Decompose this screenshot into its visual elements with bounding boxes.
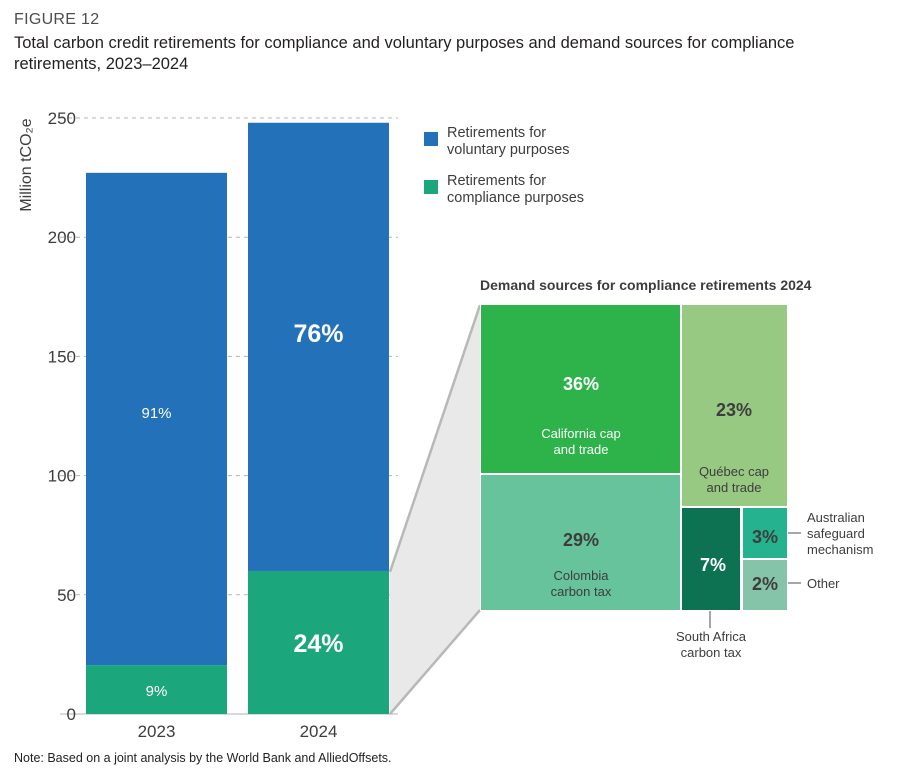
legend-label: Retirements for voluntary purposes bbox=[447, 125, 570, 158]
treemap-cell bbox=[743, 560, 787, 610]
y-tick-label: 0 bbox=[67, 705, 76, 724]
y-tick-label: 250 bbox=[48, 109, 76, 128]
bar-data-label: 91% bbox=[141, 405, 171, 422]
bar-data-label: 76% bbox=[293, 320, 343, 348]
zoom-connector bbox=[388, 304, 482, 715]
callout-label: South Africa carbon tax bbox=[676, 629, 747, 660]
bar-segment bbox=[86, 172, 227, 666]
legend-swatch bbox=[424, 132, 438, 146]
x-axis: 2023 2024 bbox=[138, 722, 338, 741]
legend: Retirements for voluntary purposes Retirem… bbox=[424, 125, 584, 206]
legend-label: Retirements for compliance purposes bbox=[447, 173, 584, 206]
treemap-pct-label: 3% bbox=[752, 527, 778, 547]
treemap-name-label: Québec cap and trade bbox=[699, 464, 769, 495]
y-tick-label: 50 bbox=[57, 586, 76, 605]
callout-label: Other bbox=[807, 576, 840, 591]
y-tick-label: 150 bbox=[48, 347, 76, 366]
treemap-cell bbox=[743, 508, 787, 558]
treemap-pct-label: 7% bbox=[700, 555, 726, 575]
treemap-pct-label: 23% bbox=[716, 400, 752, 420]
bar-segment bbox=[248, 122, 389, 571]
treemap-title: Demand sources for compliance retirement… bbox=[480, 277, 812, 293]
treemap-pct-label: 2% bbox=[752, 574, 778, 594]
treemap-cell bbox=[481, 475, 680, 610]
y-axis-label: Million tCO₂e bbox=[18, 118, 35, 211]
treemap-name-label: California cap and trade bbox=[541, 426, 621, 457]
treemap-cell bbox=[682, 508, 740, 610]
zoom-connector-line bbox=[388, 304, 482, 573]
stacked-bars: 9% 91% 24% 76% bbox=[86, 122, 389, 714]
treemap-cell bbox=[481, 305, 680, 473]
zoom-connector-line bbox=[389, 609, 481, 715]
y-tick-label: 200 bbox=[48, 228, 76, 247]
y-tick-label: 100 bbox=[48, 467, 76, 486]
treemap: Demand sources for compliance retirement… bbox=[480, 277, 873, 660]
figure-title: Total carbon credit retirements for comp… bbox=[14, 34, 795, 73]
figure-label: FIGURE 12 bbox=[14, 11, 100, 28]
zoom-connector-fill bbox=[390, 305, 480, 714]
bar-data-label: 24% bbox=[293, 630, 343, 658]
treemap-pct-label: 29% bbox=[563, 530, 599, 550]
bar-segment bbox=[248, 570, 389, 714]
bar-segment bbox=[86, 665, 227, 714]
x-tick-label: 2024 bbox=[300, 722, 338, 741]
treemap-cell bbox=[682, 305, 787, 506]
figure-note: Note: Based on a joint analysis by the W… bbox=[14, 751, 392, 765]
treemap-name-label: Colombia carbon tax bbox=[551, 568, 612, 599]
legend-swatch bbox=[424, 180, 438, 194]
treemap-pct-label: 36% bbox=[563, 374, 599, 394]
x-tick-label: 2023 bbox=[138, 722, 176, 741]
bar-data-label: 9% bbox=[146, 683, 168, 700]
y-axis: 0 50 100 150 200 250 Million tCO₂e bbox=[18, 109, 76, 724]
callout-label: Australian safeguard mechanism bbox=[807, 510, 873, 557]
